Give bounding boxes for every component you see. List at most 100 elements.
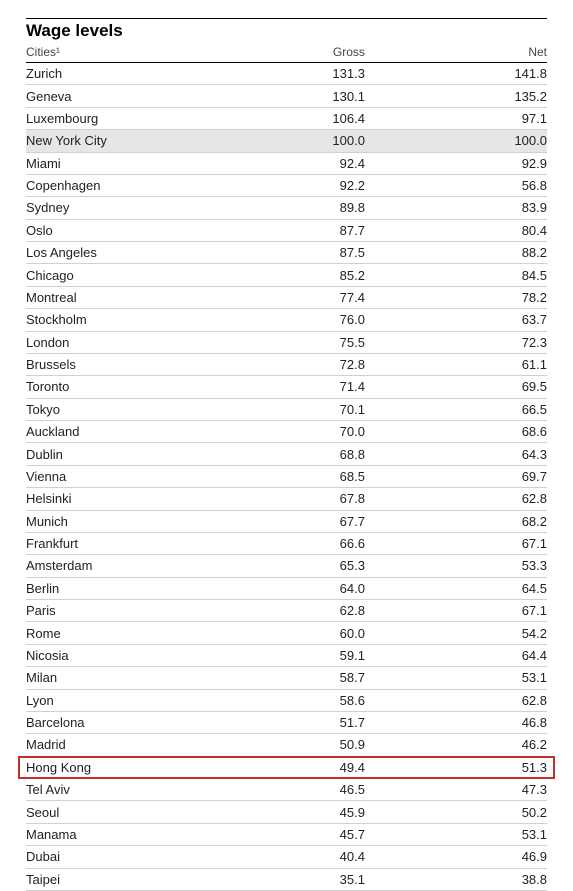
cell-gross: 68.5 xyxy=(211,469,393,484)
cell-net: 46.8 xyxy=(393,715,547,730)
table-row: Montreal77.478.2 xyxy=(26,287,547,309)
cell-gross: 46.5 xyxy=(211,782,393,797)
cell-gross: 62.8 xyxy=(211,603,393,618)
cell-gross: 67.7 xyxy=(211,514,393,529)
cell-gross: 68.8 xyxy=(211,447,393,462)
cell-city: Milan xyxy=(26,670,211,685)
cell-net: 97.1 xyxy=(393,111,547,126)
cell-net: 68.2 xyxy=(393,514,547,529)
table-row: Madrid50.946.2 xyxy=(26,734,547,756)
cell-gross: 89.8 xyxy=(211,200,393,215)
cell-net: 38.8 xyxy=(393,872,547,887)
column-header-net: Net xyxy=(393,45,547,59)
cell-city: Paris xyxy=(26,603,211,618)
cell-city: Munich xyxy=(26,514,211,529)
table-header: Cities¹ Gross Net xyxy=(26,43,547,63)
cell-gross: 75.5 xyxy=(211,335,393,350)
table-row: Seoul45.950.2 xyxy=(26,801,547,823)
column-header-city: Cities¹ xyxy=(26,45,211,59)
cell-gross: 70.0 xyxy=(211,424,393,439)
cell-gross: 130.1 xyxy=(211,89,393,104)
cell-net: 63.7 xyxy=(393,312,547,327)
cell-net: 69.5 xyxy=(393,379,547,394)
cell-city: Nicosia xyxy=(26,648,211,663)
cell-gross: 87.5 xyxy=(211,245,393,260)
table-row: Milan58.753.1 xyxy=(26,667,547,689)
table-row: Brussels72.861.1 xyxy=(26,354,547,376)
cell-gross: 58.7 xyxy=(211,670,393,685)
cell-net: 141.8 xyxy=(393,66,547,81)
cell-net: 62.8 xyxy=(393,491,547,506)
cell-net: 66.5 xyxy=(393,402,547,417)
cell-gross: 70.1 xyxy=(211,402,393,417)
cell-city: Manama xyxy=(26,827,211,842)
table-row: Lyon58.662.8 xyxy=(26,690,547,712)
cell-city: Lyon xyxy=(26,693,211,708)
cell-city: London xyxy=(26,335,211,350)
table-row: Amsterdam65.353.3 xyxy=(26,555,547,577)
table-row: New York City100.0100.0 xyxy=(26,130,547,152)
cell-gross: 50.9 xyxy=(211,737,393,752)
cell-net: 51.3 xyxy=(393,760,547,775)
cell-city: Chicago xyxy=(26,268,211,283)
table-row: Barcelona51.746.8 xyxy=(26,712,547,734)
column-header-gross: Gross xyxy=(211,45,393,59)
table-row: Helsinki67.862.8 xyxy=(26,488,547,510)
cell-net: 64.3 xyxy=(393,447,547,462)
cell-city: Amsterdam xyxy=(26,558,211,573)
cell-net: 72.3 xyxy=(393,335,547,350)
table-row: Dublin68.864.3 xyxy=(26,443,547,465)
cell-net: 61.1 xyxy=(393,357,547,372)
cell-gross: 66.6 xyxy=(211,536,393,551)
cell-gross: 60.0 xyxy=(211,626,393,641)
cell-gross: 131.3 xyxy=(211,66,393,81)
cell-city: Brussels xyxy=(26,357,211,372)
cell-net: 64.5 xyxy=(393,581,547,596)
cell-city: Luxembourg xyxy=(26,111,211,126)
table-row: Paris62.867.1 xyxy=(26,600,547,622)
cell-city: Rome xyxy=(26,626,211,641)
cell-gross: 45.9 xyxy=(211,805,393,820)
table-row: Tel Aviv46.547.3 xyxy=(26,779,547,801)
cell-gross: 67.8 xyxy=(211,491,393,506)
cell-net: 135.2 xyxy=(393,89,547,104)
cell-gross: 92.4 xyxy=(211,156,393,171)
table-row: London75.572.3 xyxy=(26,332,547,354)
cell-net: 68.6 xyxy=(393,424,547,439)
cell-net: 78.2 xyxy=(393,290,547,305)
table-row: Miami92.492.9 xyxy=(26,153,547,175)
cell-net: 46.9 xyxy=(393,849,547,864)
cell-city: Helsinki xyxy=(26,491,211,506)
table-row: Sydney89.883.9 xyxy=(26,197,547,219)
cell-gross: 100.0 xyxy=(211,133,393,148)
cell-net: 100.0 xyxy=(393,133,547,148)
table-row: Berlin64.064.5 xyxy=(26,578,547,600)
table-title: Wage levels xyxy=(26,18,547,43)
cell-city: Toronto xyxy=(26,379,211,394)
table-row: Chicago85.284.5 xyxy=(26,264,547,286)
cell-city: New York City xyxy=(26,133,211,148)
cell-gross: 65.3 xyxy=(211,558,393,573)
cell-city: Stockholm xyxy=(26,312,211,327)
cell-net: 64.4 xyxy=(393,648,547,663)
table-row: Geneva130.1135.2 xyxy=(26,85,547,107)
table-row: Toronto71.469.5 xyxy=(26,376,547,398)
table-row: Auckland70.068.6 xyxy=(26,421,547,443)
cell-gross: 40.4 xyxy=(211,849,393,864)
table-row: Vienna68.569.7 xyxy=(26,466,547,488)
table-row: Frankfurt66.667.1 xyxy=(26,533,547,555)
cell-city: Vienna xyxy=(26,469,211,484)
cell-city: Tel Aviv xyxy=(26,782,211,797)
cell-city: Taipei xyxy=(26,872,211,887)
table-row: Hong Kong49.451.3 xyxy=(26,757,547,779)
cell-city: Tokyo xyxy=(26,402,211,417)
cell-gross: 76.0 xyxy=(211,312,393,327)
table-row: Manama45.753.1 xyxy=(26,824,547,846)
wage-levels-table: Wage levels Cities¹ Gross Net Zurich131.… xyxy=(26,18,547,891)
cell-net: 92.9 xyxy=(393,156,547,171)
cell-net: 88.2 xyxy=(393,245,547,260)
cell-net: 53.1 xyxy=(393,827,547,842)
table-row: Oslo87.780.4 xyxy=(26,220,547,242)
cell-net: 54.2 xyxy=(393,626,547,641)
cell-net: 47.3 xyxy=(393,782,547,797)
